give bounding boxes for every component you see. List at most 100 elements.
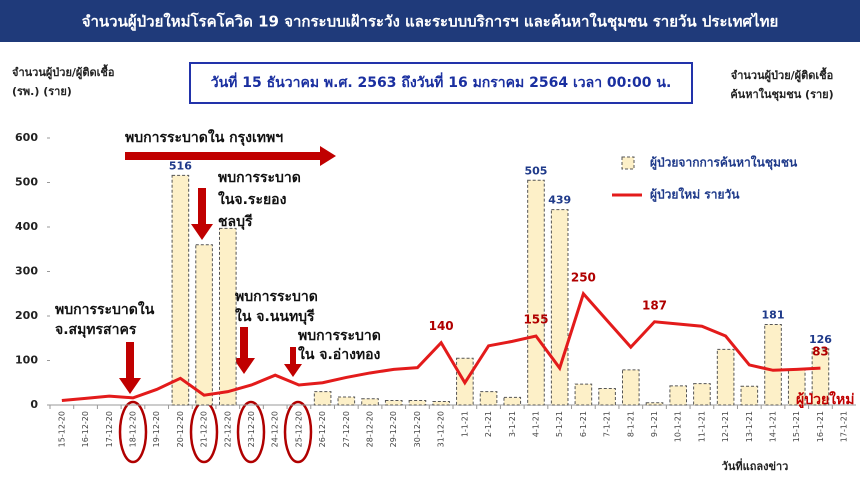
bar [787,368,806,406]
annotation: พบการระบาดใน กรุงเทพฯ [125,128,283,146]
y-tick-label: 200 [15,309,38,322]
bar [574,383,593,406]
bar [171,174,190,406]
x-tick-label: 14-1-21 [769,411,778,442]
bar-value-label: 181 [762,308,785,321]
x-tick-label: 19-12-20 [152,411,161,447]
y-axis-label: (รพ.) (ราย) [12,85,72,98]
bar [693,383,711,406]
bar [645,402,664,406]
y-tick-label: 300 [15,265,38,278]
x-tick-label: 26-12-20 [318,411,327,447]
y-tick-label: 400 [15,220,38,233]
x-tick-label: 28-12-20 [366,411,375,447]
subtitle: วันที่ 15 ธันวาคม พ.ศ. 2563 ถึงวันที่ 16… [211,72,672,91]
x-tick-label: 17-12-20 [105,411,114,447]
bar [550,209,569,406]
x-tick-label: 21-12-20 [200,411,209,447]
bar [716,348,735,406]
y-axis-label: จำนวนผู้ป่วย/ผู้ติดเชื้อ [12,64,114,80]
legend-label: ผู้ป่วยใหม่ รายวัน [650,187,740,203]
bar-value-label: 439 [548,194,571,207]
y2-axis-label: จำนวนผู้ป่วย/ผู้ติดเชื้อ [731,67,833,83]
line-value-label: 250 [571,270,596,284]
x-tick-label: 16-12-20 [81,411,90,447]
bar [432,400,450,406]
x-tick-label: 12-1-21 [721,411,730,442]
x-tick-label: 25-12-20 [294,411,303,447]
bar-value-label: 516 [169,159,192,172]
bar [361,398,379,406]
x-tick-label: 9-1-21 [650,411,659,437]
x-tick-label: 11-1-21 [697,411,706,442]
x-tick-label: 29-12-20 [389,411,398,447]
x-tick-label: 20-12-20 [176,411,185,447]
line-value-label: 140 [429,319,454,333]
x-tick-label: 6-1-21 [579,411,588,437]
bar [811,348,830,406]
y-tick-label: 100 [15,354,38,367]
legend-label: ผู้ป่วยจากการค้นหาในชุมชน [650,155,798,171]
line [61,290,821,403]
x-tick-label: 7-1-21 [603,411,612,437]
x-tick-label: 4-1-21 [531,411,540,437]
bar [479,391,498,406]
x-tick-label: 17-1-21 [840,411,849,442]
highlight-circles [118,400,313,464]
bar-value-label: 126 [809,333,832,346]
x-tick-label: 23-12-20 [247,411,256,447]
annotation: พบการระบาด [218,170,301,186]
annotation: ชลบุรี [218,214,253,230]
bar [408,400,427,406]
bar [621,369,640,406]
x-tick-label: 5-1-21 [555,411,564,437]
bar [503,396,522,406]
arrows [119,146,336,394]
bar [764,323,782,406]
annotation: ใน จ.อ่างทอง [298,345,381,363]
y2-axis-label: ค้นหาในชุมชน (ราย) [730,87,833,102]
x-tick-label: 2-1-21 [484,411,493,437]
bar [740,385,759,406]
x-tick-label: 3-1-21 [508,411,517,437]
x-tick-label: 1-1-21 [460,411,469,437]
bar [669,385,688,406]
x-axis-label: วันที่แถลงข่าว [722,458,789,473]
bar [527,179,545,406]
line-value-label: 83 [812,345,829,359]
subtitle-box [189,62,693,104]
x-tick-label: 31-12-20 [437,411,446,447]
x-tick-label: 10-1-21 [674,411,683,442]
x-tick-label: 30-12-20 [413,411,422,447]
annotation: พบการระบาด [298,328,381,344]
bar-value-label: 505 [524,164,547,177]
series-end-label: ผู้ป่วยใหม่ [796,390,854,408]
x-tick-label: 15-12-20 [57,411,66,447]
bar [598,388,616,406]
annotation: ในจ.ระยอง [218,190,287,208]
annotation: จ.สมุทรสาคร [55,322,137,338]
x-tick-label: 13-1-21 [745,411,754,442]
annotation: พบการระบาด [235,289,318,305]
y-tick-label: 500 [15,176,38,189]
x-tick-label: 8-1-21 [626,411,635,437]
line-value-label: 155 [523,313,548,327]
bar [384,400,403,406]
annotation: ใน จ.นนทบุรี [235,307,315,325]
bar [195,244,213,406]
x-tick-label: 22-12-20 [223,411,232,447]
y-tick-label: 0 [30,398,38,411]
legend-swatch [621,156,635,170]
x-tick-label: 27-12-20 [342,411,351,447]
x-tick-label: 15-1-21 [792,411,801,442]
bar [337,396,356,406]
x-tick-label: 18-12-20 [128,411,137,447]
chart-title: จำนวนผู้ป่วยใหม่โรคโควิด 19 จากระบบเฝ้าร… [82,12,779,32]
x-tick-label: 16-1-21 [816,411,825,442]
y-tick-label: 600 [15,131,38,144]
annotation: พบการระบาดใน [55,300,155,318]
line-value-label: 187 [642,298,667,312]
bar [313,391,332,406]
header-bar [0,0,860,42]
